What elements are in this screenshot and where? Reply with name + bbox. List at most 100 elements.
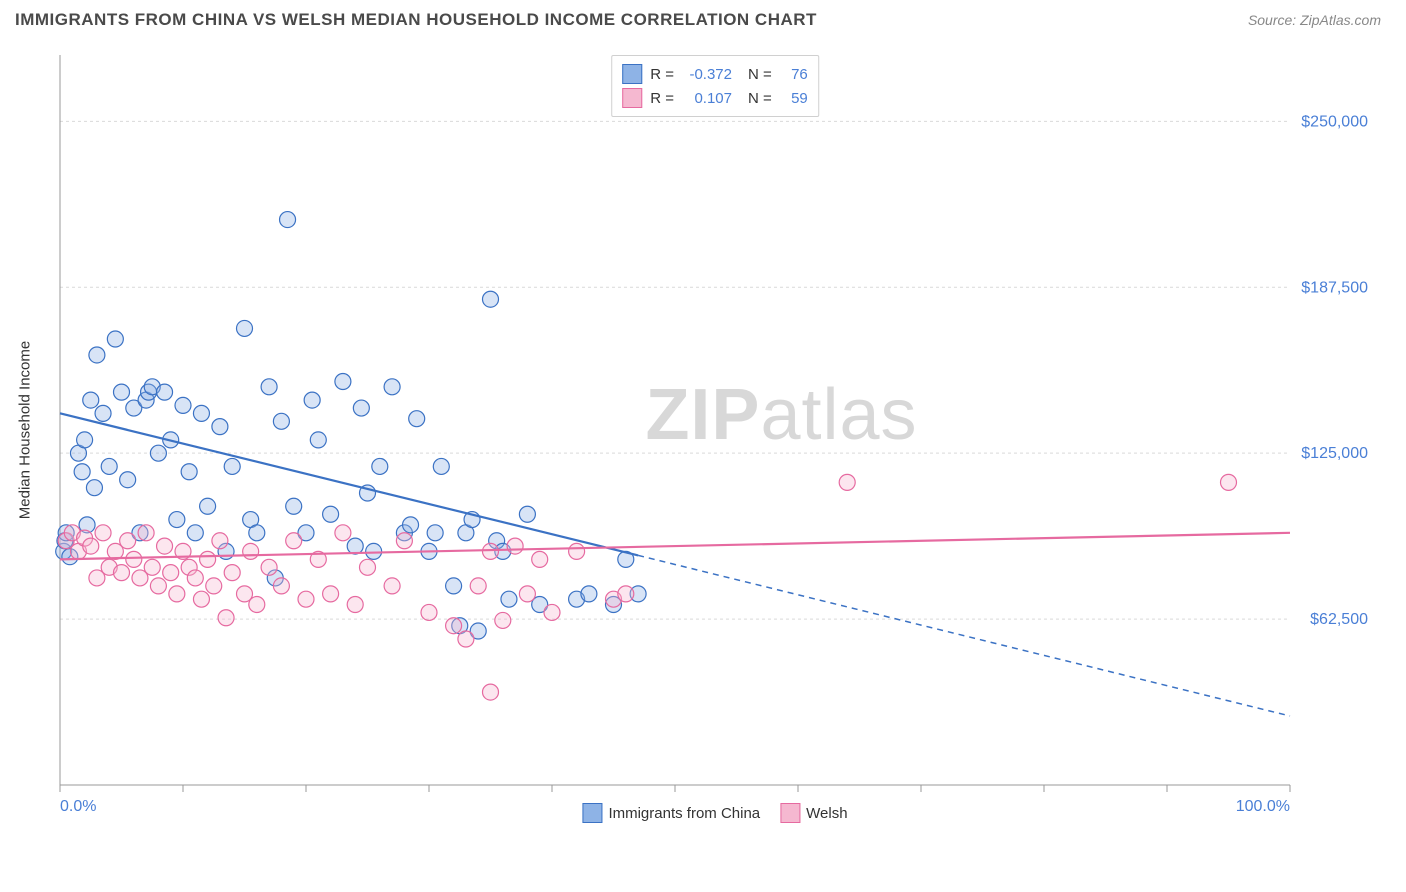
x-tick-label: 100.0%: [1236, 798, 1290, 815]
chart-area: Median Household Income ZIPatlas $62,500…: [50, 45, 1380, 815]
data-point: [470, 578, 486, 594]
data-point: [323, 586, 339, 602]
data-point: [519, 586, 535, 602]
series-legend: Immigrants from China Welsh: [582, 803, 847, 823]
data-point: [501, 591, 517, 607]
data-point: [483, 543, 499, 559]
data-point: [261, 379, 277, 395]
data-point: [187, 570, 203, 586]
data-point: [483, 291, 499, 307]
data-point: [286, 533, 302, 549]
data-point: [335, 374, 351, 390]
correlation-legend: R =-0.372N =76R =0.107N =59: [611, 55, 819, 117]
data-point: [261, 559, 277, 575]
data-point: [212, 533, 228, 549]
data-point: [150, 445, 166, 461]
data-point: [839, 474, 855, 490]
data-point: [433, 458, 449, 474]
data-point: [618, 586, 634, 602]
data-point: [114, 384, 130, 400]
data-point: [83, 392, 99, 408]
data-point: [107, 331, 123, 347]
data-point: [193, 591, 209, 607]
legend-swatch: [582, 803, 602, 823]
legend-swatch: [622, 88, 642, 108]
chart-header: IMMIGRANTS FROM CHINA VS WELSH MEDIAN HO…: [0, 0, 1406, 35]
data-point: [396, 533, 412, 549]
data-point: [273, 413, 289, 429]
data-point: [138, 525, 154, 541]
data-point: [353, 400, 369, 416]
data-point: [446, 578, 462, 594]
data-point: [384, 578, 400, 594]
data-point: [163, 565, 179, 581]
data-point: [200, 551, 216, 567]
data-point: [569, 543, 585, 559]
data-point: [304, 392, 320, 408]
data-point: [120, 472, 136, 488]
chart-title: IMMIGRANTS FROM CHINA VS WELSH MEDIAN HO…: [15, 10, 817, 30]
data-point: [427, 525, 443, 541]
data-point: [74, 464, 90, 480]
data-point: [446, 618, 462, 634]
data-point: [83, 538, 99, 554]
legend-item: Immigrants from China: [582, 803, 760, 823]
data-point: [273, 578, 289, 594]
data-point: [77, 432, 93, 448]
data-point: [157, 538, 173, 554]
data-point: [519, 506, 535, 522]
data-point: [243, 543, 259, 559]
data-point: [347, 596, 363, 612]
data-point: [360, 559, 376, 575]
data-point: [95, 525, 111, 541]
data-point: [89, 347, 105, 363]
data-point: [120, 533, 136, 549]
y-tick-label: $62,500: [1310, 611, 1368, 628]
legend-swatch: [622, 64, 642, 84]
data-point: [298, 591, 314, 607]
data-point: [206, 578, 222, 594]
data-point: [280, 212, 296, 228]
data-point: [483, 684, 499, 700]
data-point: [126, 551, 142, 567]
data-point: [532, 551, 548, 567]
data-point: [507, 538, 523, 554]
data-point: [200, 498, 216, 514]
y-tick-label: $250,000: [1301, 113, 1368, 130]
data-point: [347, 538, 363, 554]
data-point: [1221, 474, 1237, 490]
data-point: [544, 604, 560, 620]
data-point: [157, 384, 173, 400]
data-point: [458, 631, 474, 647]
legend-item: Welsh: [780, 803, 847, 823]
data-point: [323, 506, 339, 522]
data-point: [95, 405, 111, 421]
data-point: [86, 480, 102, 496]
y-tick-label: $125,000: [1301, 445, 1368, 462]
data-point: [384, 379, 400, 395]
data-point: [114, 565, 130, 581]
data-point: [150, 578, 166, 594]
data-point: [218, 610, 234, 626]
data-point: [581, 586, 597, 602]
data-point: [286, 498, 302, 514]
scatter-plot: $62,500 $125,000 $187,500 $250,000 0.0% 100.0…: [50, 45, 1380, 815]
legend-row: R =0.107N =59: [622, 86, 808, 110]
legend-row: R =-0.372N =76: [622, 62, 808, 86]
data-point: [224, 565, 240, 581]
legend-swatch: [780, 803, 800, 823]
data-point: [409, 411, 425, 427]
data-point: [495, 612, 511, 628]
chart-source: Source: ZipAtlas.com: [1248, 12, 1381, 28]
data-point: [101, 458, 117, 474]
data-point: [224, 458, 240, 474]
x-tick-label: 0.0%: [60, 798, 96, 815]
y-tick-label: $187,500: [1301, 279, 1368, 296]
data-point: [237, 320, 253, 336]
data-point: [169, 512, 185, 528]
data-point: [421, 604, 437, 620]
data-point: [249, 525, 265, 541]
data-point: [193, 405, 209, 421]
data-point: [169, 586, 185, 602]
data-point: [310, 432, 326, 448]
